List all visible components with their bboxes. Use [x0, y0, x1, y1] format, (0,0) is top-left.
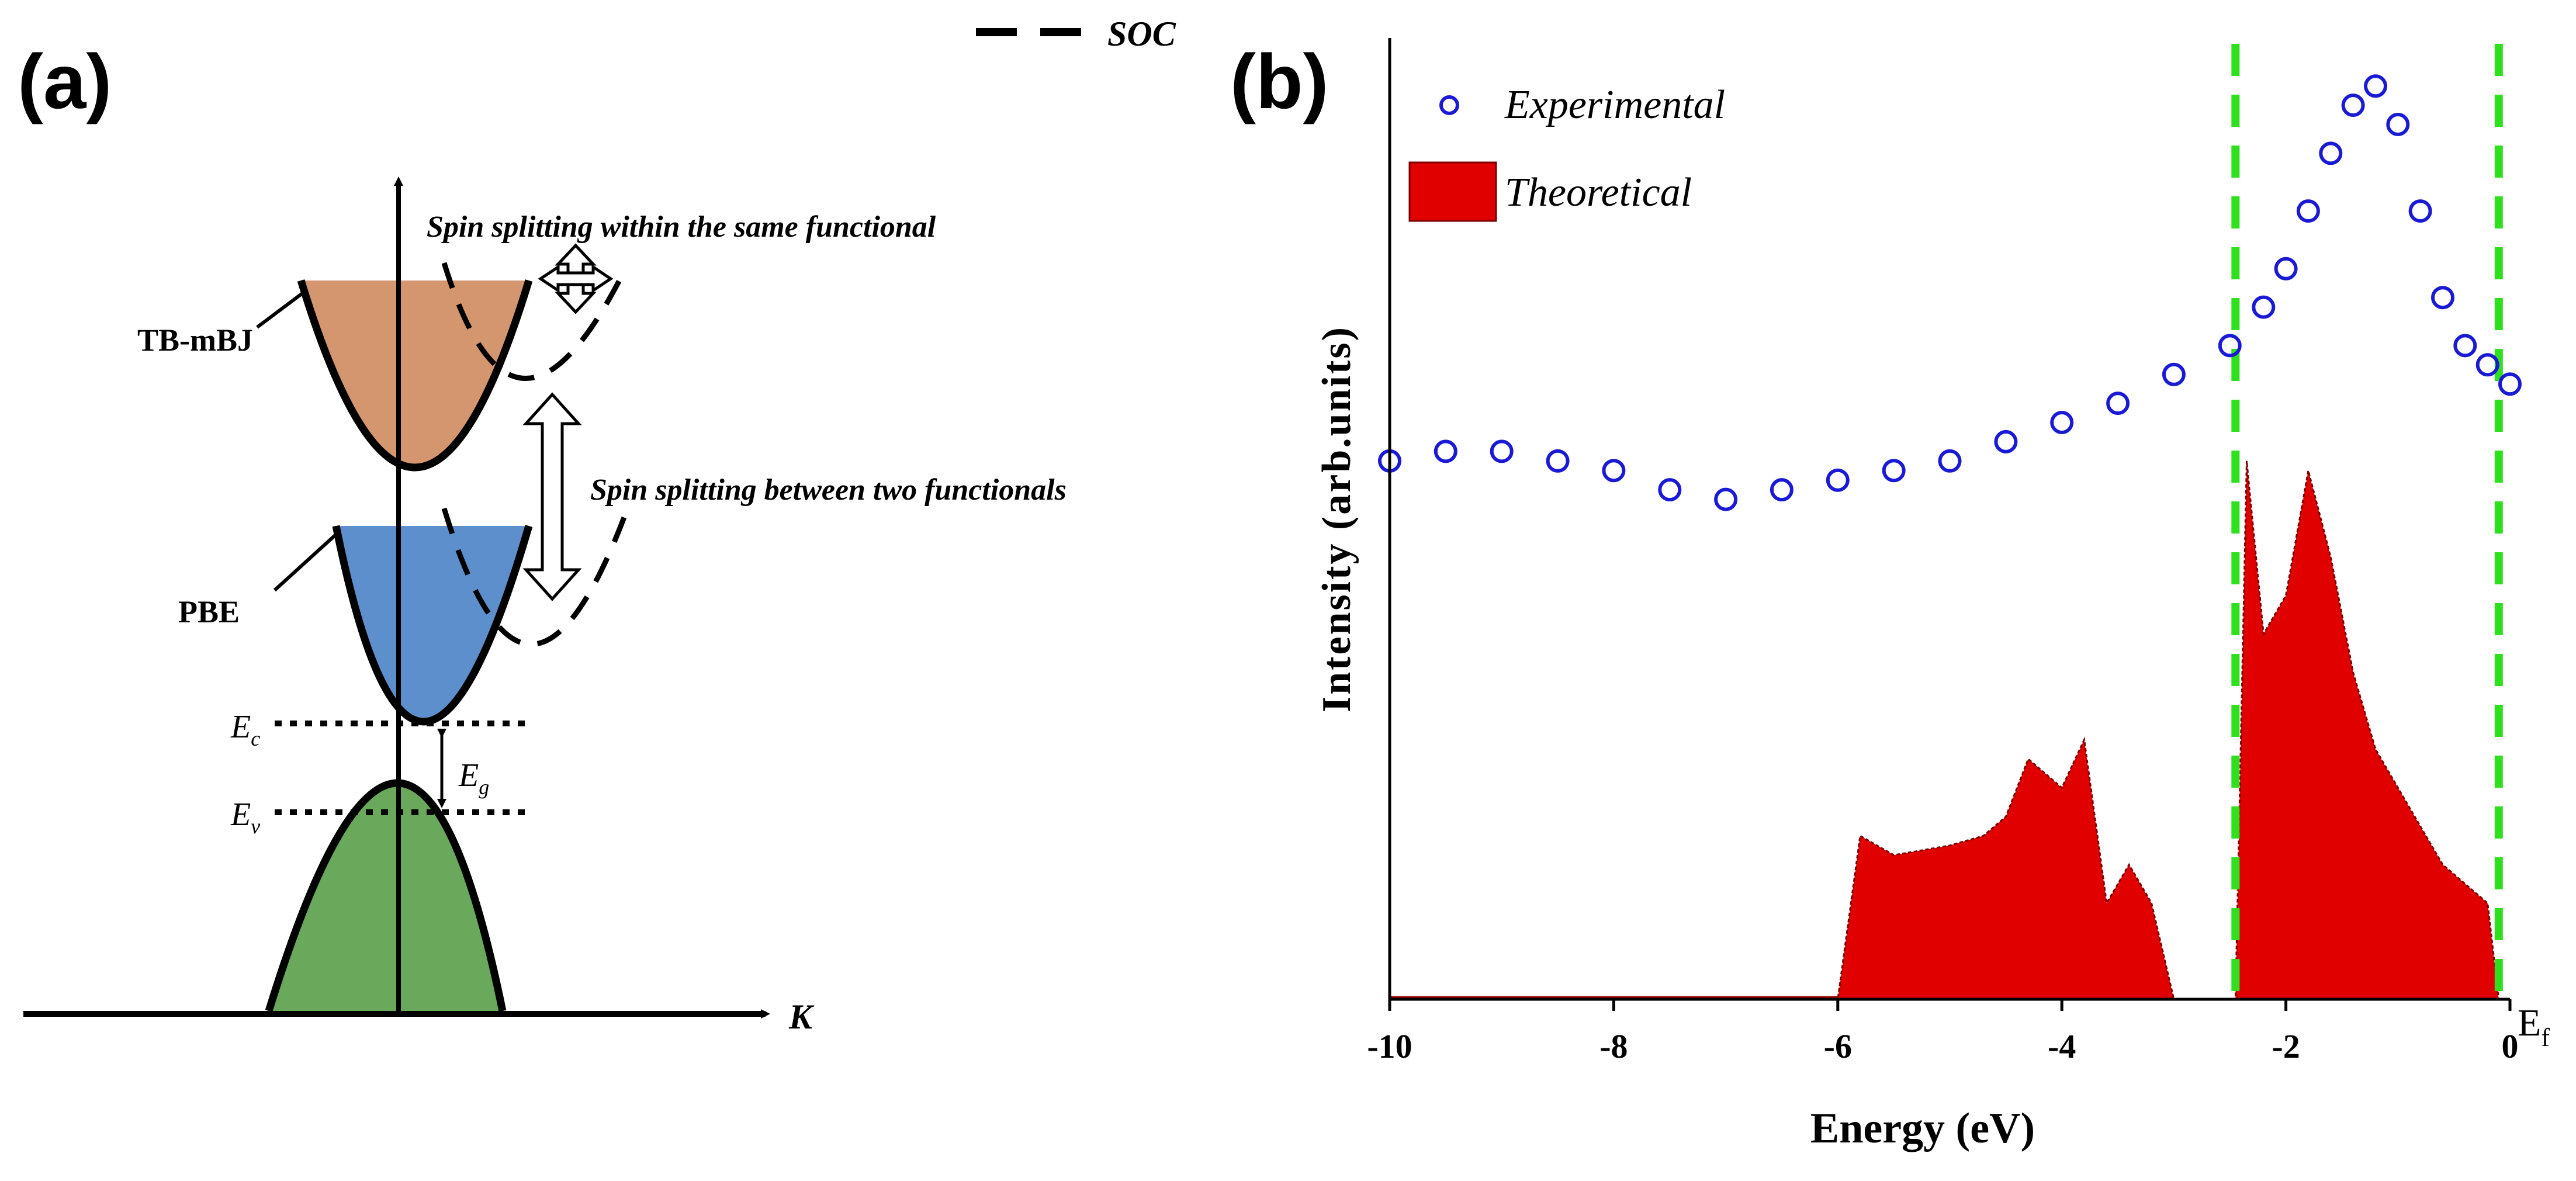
experimental-point — [2341, 93, 2365, 117]
chart-legend: Experimental Theoretical — [1408, 82, 1725, 222]
legend-experimental-label: Experimental — [1504, 82, 1725, 127]
experimental-point — [1546, 449, 1570, 473]
pbe-leader — [273, 530, 341, 592]
pbe-band-fill — [336, 526, 529, 722]
x-tick-label: -4 — [2048, 1027, 2076, 1065]
x-ticks: -10 -8 -6 -4 -2 0 — [1367, 999, 2519, 1065]
valence-band-fill — [269, 783, 503, 1011]
experimental-point — [2319, 141, 2343, 165]
experimental-point — [2296, 199, 2320, 223]
experimental-point — [1826, 468, 1850, 492]
legend-theoretical-label: Theoretical — [1505, 170, 1692, 215]
panel-b-label: (b) — [1230, 39, 1329, 124]
experimental-point — [1658, 478, 1682, 502]
experimental-point — [2252, 295, 2276, 319]
experimental-point — [2498, 372, 2522, 396]
x-tick-label: -10 — [1367, 1027, 1412, 1065]
legend-experimental-marker — [1439, 95, 1459, 115]
tbmbj-leader — [256, 290, 305, 329]
experimental-point — [1938, 449, 1962, 473]
pbe-soc-curve — [441, 507, 628, 647]
x-tick-label: -8 — [1599, 1027, 1628, 1065]
between-split-arrow — [522, 392, 582, 601]
pbe-label: PBE — [178, 594, 240, 629]
experimental-point — [1490, 439, 1514, 463]
experimental-point — [2408, 199, 2432, 223]
x-tick-label: 0 — [2502, 1027, 2519, 1065]
ec-label: Ec — [230, 709, 260, 750]
legend-theoretical-swatch — [1408, 161, 1497, 222]
experimental-point — [2475, 353, 2499, 377]
experimental-point — [2106, 392, 2130, 415]
experimental-point — [2453, 334, 2477, 358]
y-axis-label: Intensity (arb.units) — [1314, 325, 1359, 712]
pbe-band-curve — [332, 525, 533, 726]
panel-a-label: (a) — [18, 39, 112, 124]
experimental-point — [2162, 362, 2186, 386]
tbmbj-band-curve — [297, 279, 533, 472]
experimental-point — [2431, 286, 2454, 310]
experimental-point — [1602, 459, 1626, 483]
within-functional-annotation: Spin splitting within the same functiona… — [427, 210, 936, 244]
experimental-point — [1714, 487, 1738, 511]
x-tick-label: -2 — [2272, 1027, 2300, 1065]
within-split-arrow — [538, 243, 614, 314]
tbmbj-label: TB-mBJ — [137, 323, 253, 358]
x-axis-label: Energy (eV) — [1810, 1104, 2035, 1152]
tbmbj-soc-curve — [441, 262, 628, 381]
experimental-point — [1770, 478, 1793, 502]
experimental-point — [2050, 411, 2074, 434]
chart-area — [1378, 44, 2522, 1000]
x-tick-label: -6 — [1824, 1027, 1852, 1065]
theoretical-area — [1390, 460, 2500, 1000]
experimental-point — [2364, 74, 2387, 98]
experimental-point — [1882, 459, 1906, 483]
panel-b: (b) -10 -8 -6 -4 -2 0 Energy (eV) Intensity (… — [1230, 38, 2550, 1152]
experimental-point — [2386, 113, 2410, 136]
experimental-point — [2218, 334, 2242, 358]
k-axis-label: K — [788, 998, 815, 1036]
experimental-point — [1434, 439, 1457, 463]
between-functionals-annotation: Spin splitting between two functionals — [590, 473, 1067, 507]
ef-label: Ef — [2518, 1002, 2550, 1052]
soc-legend-label: SOC — [1107, 15, 1176, 53]
eg-label: Eg — [458, 757, 489, 799]
panel-a: (a) SOC K Ec Ev Eg — [18, 15, 1176, 1036]
experimental-point — [1994, 430, 2018, 453]
experimental-point — [2274, 257, 2298, 280]
ev-label: Ev — [230, 796, 260, 838]
